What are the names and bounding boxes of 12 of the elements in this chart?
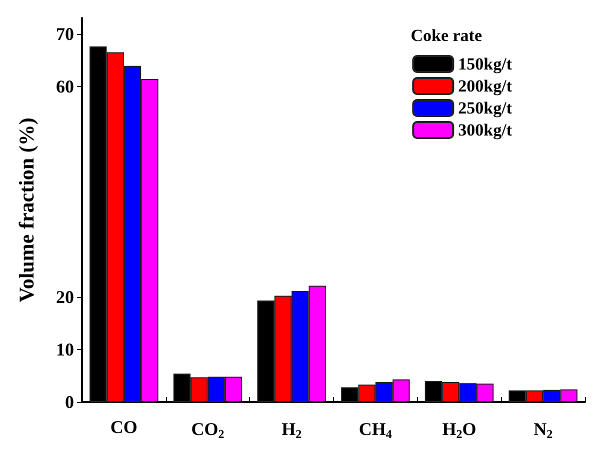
- y-tick-label: 0: [65, 392, 74, 412]
- legend-title: Coke rate: [410, 26, 482, 45]
- legend-label: 300kg/t: [458, 120, 512, 140]
- legend-label: 250kg/t: [458, 98, 512, 118]
- y-tick-label: 60: [56, 76, 74, 96]
- y-axis-title: Volume fraction (%): [14, 118, 38, 302]
- y-tick-label: 10: [56, 339, 74, 360]
- y-tick-label: 70: [56, 24, 74, 44]
- legend-label: 150kg/t: [458, 54, 512, 74]
- legend-label: 200kg/t: [458, 76, 512, 96]
- y-tick-label: 20: [56, 286, 74, 307]
- x-tick-label: CO: [110, 417, 138, 437]
